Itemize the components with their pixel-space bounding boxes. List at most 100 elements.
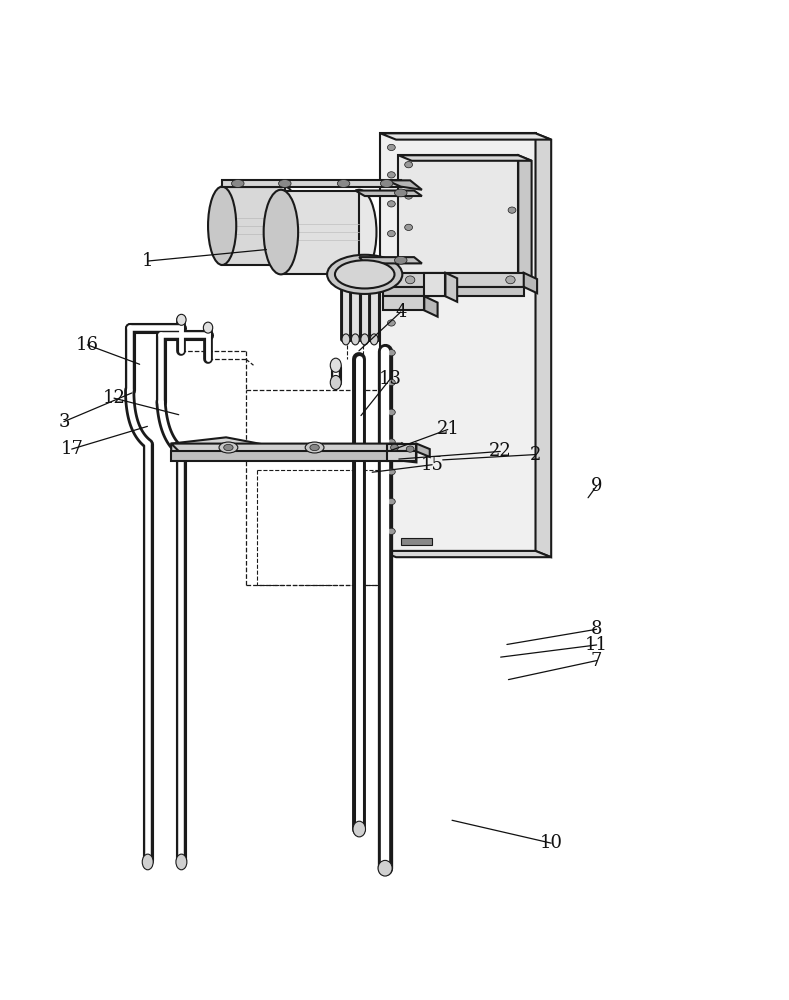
Text: 16: 16 <box>76 336 99 354</box>
Ellipse shape <box>370 277 378 288</box>
Polygon shape <box>361 281 368 339</box>
Ellipse shape <box>387 172 395 178</box>
Ellipse shape <box>508 207 516 213</box>
Ellipse shape <box>310 444 320 451</box>
Polygon shape <box>524 273 537 293</box>
Ellipse shape <box>387 290 395 296</box>
Polygon shape <box>359 257 422 263</box>
Text: 17: 17 <box>60 440 83 458</box>
Polygon shape <box>380 133 536 551</box>
Ellipse shape <box>370 334 378 345</box>
Text: 9: 9 <box>591 477 602 495</box>
Ellipse shape <box>387 379 395 386</box>
Ellipse shape <box>271 187 299 265</box>
Ellipse shape <box>387 498 395 505</box>
Ellipse shape <box>406 446 414 452</box>
Polygon shape <box>383 287 524 296</box>
Polygon shape <box>424 296 438 317</box>
Ellipse shape <box>387 260 395 267</box>
Ellipse shape <box>394 189 407 197</box>
Ellipse shape <box>387 350 395 356</box>
Ellipse shape <box>353 821 365 837</box>
Polygon shape <box>281 191 359 274</box>
Text: 10: 10 <box>540 834 563 852</box>
Polygon shape <box>370 281 378 339</box>
Ellipse shape <box>361 334 368 345</box>
Text: 1: 1 <box>142 252 154 270</box>
Ellipse shape <box>335 260 394 288</box>
Polygon shape <box>171 437 275 461</box>
Ellipse shape <box>387 320 395 326</box>
Ellipse shape <box>387 144 395 151</box>
Ellipse shape <box>331 358 341 372</box>
Ellipse shape <box>405 193 413 199</box>
Polygon shape <box>417 444 430 457</box>
Ellipse shape <box>231 180 244 187</box>
Ellipse shape <box>204 322 213 333</box>
Ellipse shape <box>342 334 350 345</box>
Polygon shape <box>222 187 285 265</box>
Text: 7: 7 <box>591 652 602 670</box>
Ellipse shape <box>219 442 237 453</box>
Ellipse shape <box>327 255 402 294</box>
Ellipse shape <box>361 277 368 288</box>
Polygon shape <box>342 281 350 339</box>
Ellipse shape <box>387 409 395 415</box>
Polygon shape <box>518 155 532 278</box>
Ellipse shape <box>176 854 187 870</box>
Text: 8: 8 <box>591 620 602 638</box>
Polygon shape <box>383 273 524 287</box>
Polygon shape <box>398 155 532 161</box>
Polygon shape <box>424 273 446 296</box>
Ellipse shape <box>387 230 395 237</box>
Text: 22: 22 <box>489 442 511 460</box>
Ellipse shape <box>305 442 324 453</box>
Ellipse shape <box>224 444 233 451</box>
Ellipse shape <box>387 469 395 475</box>
Polygon shape <box>398 155 518 273</box>
Text: 13: 13 <box>379 370 402 388</box>
Ellipse shape <box>279 180 291 187</box>
Polygon shape <box>222 180 410 187</box>
Polygon shape <box>171 444 417 451</box>
Ellipse shape <box>394 256 407 264</box>
Ellipse shape <box>380 180 393 187</box>
Ellipse shape <box>264 190 298 274</box>
Polygon shape <box>380 551 552 557</box>
Polygon shape <box>383 296 424 310</box>
Polygon shape <box>222 180 401 187</box>
Ellipse shape <box>405 224 413 230</box>
Polygon shape <box>401 538 432 545</box>
Ellipse shape <box>387 439 395 445</box>
Ellipse shape <box>351 277 359 288</box>
Ellipse shape <box>391 444 398 451</box>
Ellipse shape <box>331 375 341 390</box>
Polygon shape <box>355 191 422 196</box>
Polygon shape <box>380 133 552 140</box>
Text: 15: 15 <box>421 456 443 474</box>
Ellipse shape <box>177 314 186 325</box>
Ellipse shape <box>506 276 515 284</box>
Ellipse shape <box>342 277 350 288</box>
Ellipse shape <box>405 162 413 168</box>
Polygon shape <box>446 273 457 302</box>
Ellipse shape <box>142 854 153 870</box>
Polygon shape <box>387 180 422 190</box>
Polygon shape <box>351 281 359 339</box>
Ellipse shape <box>342 190 376 274</box>
Ellipse shape <box>338 180 350 187</box>
Polygon shape <box>171 451 402 461</box>
Polygon shape <box>536 133 552 557</box>
Text: 11: 11 <box>585 636 608 654</box>
Text: 3: 3 <box>58 413 69 431</box>
Ellipse shape <box>406 276 415 284</box>
Polygon shape <box>387 451 417 461</box>
Polygon shape <box>387 444 417 451</box>
Text: 21: 21 <box>436 420 459 438</box>
Ellipse shape <box>387 528 395 534</box>
Polygon shape <box>402 444 417 462</box>
Text: 4: 4 <box>395 303 406 321</box>
Ellipse shape <box>351 334 359 345</box>
Ellipse shape <box>378 860 392 876</box>
Text: 12: 12 <box>103 389 125 407</box>
